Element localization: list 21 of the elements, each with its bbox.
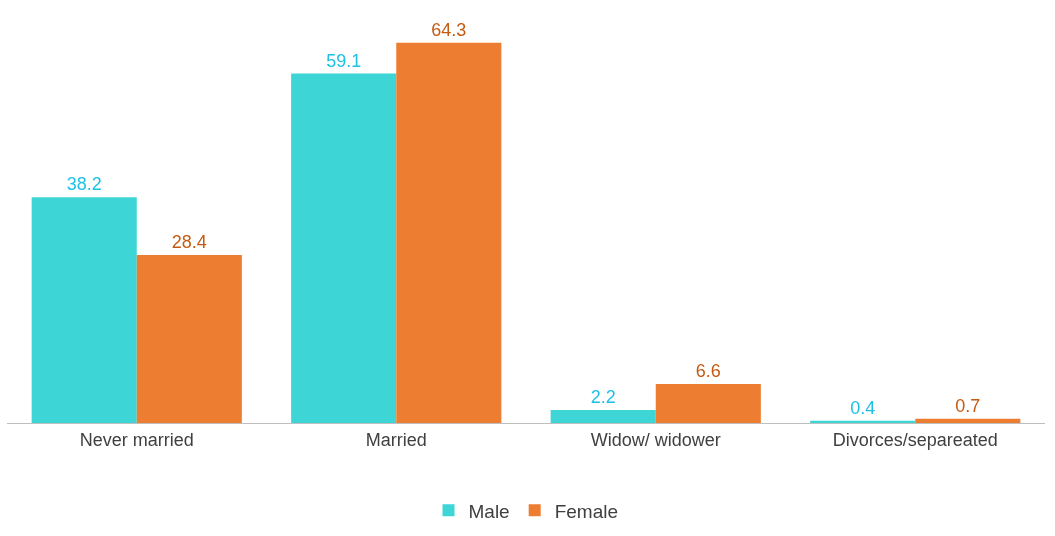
data-label: 0.7 bbox=[955, 395, 981, 416]
legend-label: Male bbox=[468, 500, 510, 522]
bar bbox=[915, 418, 1021, 423]
data-label: 6.6 bbox=[695, 360, 721, 381]
data-label: 0.4 bbox=[850, 397, 876, 418]
x-tick-label: Never married bbox=[79, 429, 194, 450]
legend-label: Female bbox=[554, 500, 619, 522]
bar bbox=[655, 383, 761, 423]
data-label: 59.1 bbox=[326, 50, 362, 71]
bar bbox=[31, 197, 137, 423]
bar bbox=[550, 409, 656, 423]
bar bbox=[396, 42, 502, 423]
data-label: 2.2 bbox=[590, 386, 616, 407]
data-label: 28.4 bbox=[171, 232, 207, 253]
data-label: 38.2 bbox=[66, 174, 102, 195]
x-tick-label: Married bbox=[365, 429, 427, 450]
data-label: 64.3 bbox=[431, 19, 467, 40]
x-tick-label: Divorces/separeated bbox=[832, 429, 998, 450]
bar bbox=[291, 73, 397, 423]
x-tick-label: Widow/ widower bbox=[590, 429, 721, 450]
bar bbox=[136, 255, 242, 423]
